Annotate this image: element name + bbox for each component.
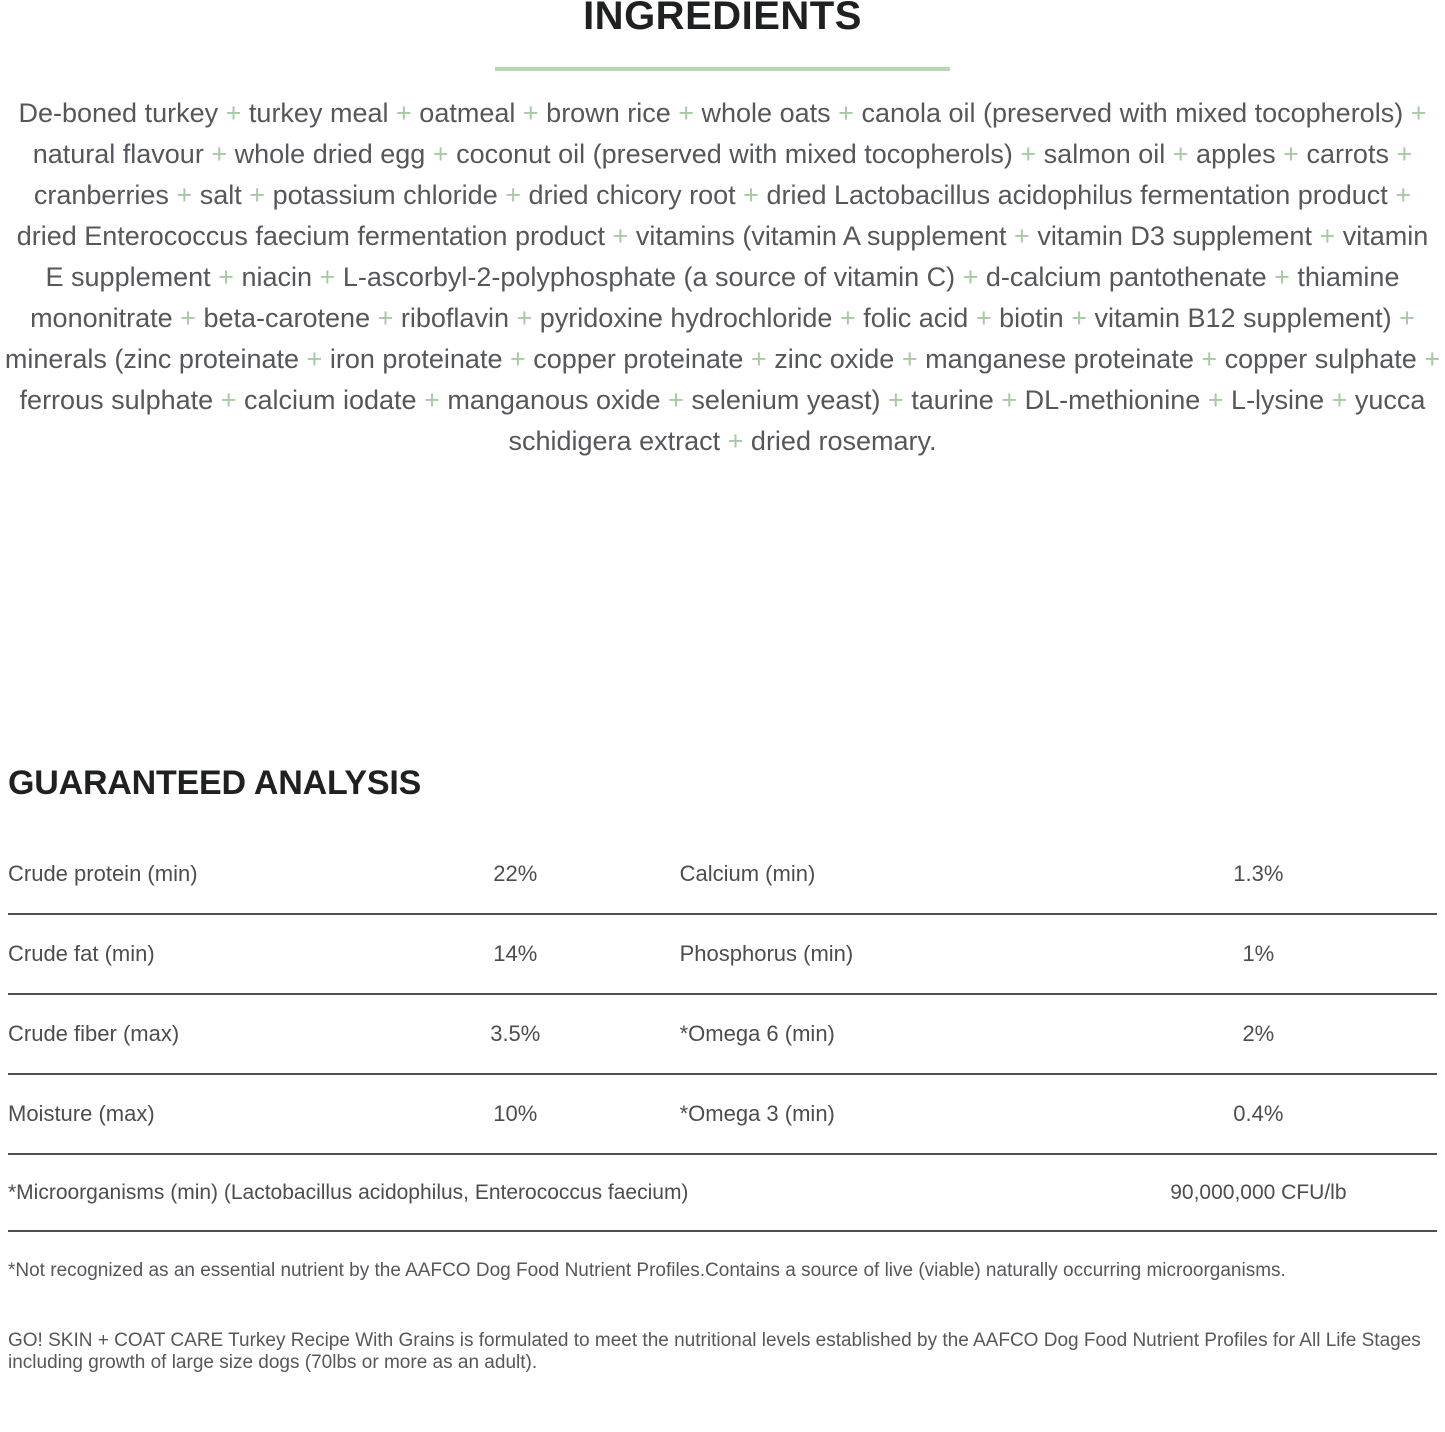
guaranteed-analysis-section: GUARANTEED ANALYSIS Crude protein (min) … — [0, 764, 1445, 1374]
plus-separator-icon: + — [1319, 221, 1336, 251]
plus-separator-icon: + — [1410, 98, 1427, 128]
plus-separator-icon: + — [522, 98, 539, 128]
table-row: Crude fiber (max) 3.5% *Omega 6 (min) 2% — [8, 995, 1437, 1075]
plus-separator-icon: + — [432, 139, 449, 169]
ingredients-section: INGREDIENTS De-boned turkey + turkey mea… — [0, 0, 1445, 462]
ingredients-text: De-boned turkey + turkey meal + oatmeal … — [4, 98, 1441, 456]
plus-separator-icon: + — [377, 303, 394, 333]
table-row: Crude protein (min) 22% Calcium (min) 1.… — [8, 835, 1437, 915]
plus-separator-icon: + — [1424, 344, 1441, 374]
plus-separator-icon: + — [424, 385, 440, 415]
plus-separator-icon: + — [211, 139, 228, 169]
ingredients-title: INGREDIENTS — [583, 0, 862, 38]
analysis-label: Moisture (max) — [8, 1101, 155, 1126]
plus-separator-icon: + — [1396, 139, 1413, 169]
plus-separator-icon: + — [180, 303, 196, 333]
plus-separator-icon: + — [396, 98, 412, 128]
plus-separator-icon: + — [839, 303, 856, 333]
plus-separator-icon: + — [1331, 385, 1348, 415]
analysis-label: Calcium (min) — [679, 861, 816, 886]
analysis-value: 0.4% — [1233, 1101, 1284, 1126]
analysis-label: Crude protein (min) — [8, 861, 198, 886]
analysis-label: *Omega 3 (min) — [679, 1101, 835, 1126]
analysis-table: Crude protein (min) 22% Calcium (min) 1.… — [8, 835, 1437, 1232]
analysis-value: 2% — [1242, 1021, 1275, 1046]
plus-separator-icon: + — [668, 385, 684, 415]
plus-separator-icon: + — [249, 180, 266, 210]
plus-separator-icon: + — [176, 180, 193, 210]
plus-separator-icon: + — [1014, 221, 1030, 251]
plus-separator-icon: + — [516, 303, 533, 333]
analysis-value: 1.3% — [1233, 861, 1284, 886]
plus-separator-icon: + — [1172, 139, 1189, 169]
analysis-label: Phosphorus (min) — [679, 941, 854, 966]
plus-separator-icon: + — [505, 180, 522, 210]
plus-separator-icon: + — [1071, 303, 1087, 333]
plus-separator-icon: + — [1283, 139, 1299, 169]
analysis-value: 22% — [493, 861, 538, 886]
guaranteed-analysis-title: GUARANTEED ANALYSIS — [8, 764, 422, 802]
footnote-aafco-nutrient: *Not recognized as an essential nutrient… — [8, 1260, 1286, 1281]
plus-separator-icon: + — [612, 221, 629, 251]
plus-separator-icon: + — [743, 180, 759, 210]
table-row: Moisture (max) 10% *Omega 3 (min) 0.4% — [8, 1075, 1437, 1155]
analysis-label: *Microorganisms (min) (Lactobacillus aci… — [8, 1180, 689, 1204]
plus-separator-icon: + — [509, 344, 526, 374]
plus-separator-icon: + — [1395, 180, 1412, 210]
plus-separator-icon: + — [678, 98, 695, 128]
plus-separator-icon: + — [1201, 344, 1218, 374]
plus-separator-icon: + — [220, 385, 237, 415]
table-row-microorganisms: *Microorganisms (min) (Lactobacillus aci… — [8, 1155, 1437, 1232]
analysis-label: Crude fat (min) — [8, 941, 155, 966]
table-row: Crude fat (min) 14% Phosphorus (min) 1% — [8, 915, 1437, 995]
plus-separator-icon: + — [1001, 385, 1018, 415]
plus-separator-icon: + — [319, 262, 336, 292]
plus-separator-icon: + — [962, 262, 979, 292]
plus-separator-icon: + — [750, 344, 767, 374]
plus-separator-icon: + — [218, 262, 234, 292]
plus-separator-icon: + — [887, 385, 904, 415]
analysis-value: 1% — [1242, 941, 1275, 966]
plus-separator-icon: + — [901, 344, 918, 374]
analysis-label: *Omega 6 (min) — [679, 1021, 835, 1046]
plus-separator-icon: + — [1274, 262, 1290, 292]
plus-separator-icon: + — [838, 98, 854, 128]
analysis-label: Crude fiber (max) — [8, 1021, 180, 1046]
footnote-formulation: GO! SKIN + COAT CARE Turkey Recipe With … — [8, 1330, 1421, 1373]
analysis-value: 10% — [493, 1101, 538, 1126]
analysis-value: 14% — [493, 941, 538, 966]
plus-separator-icon: + — [1207, 385, 1224, 415]
plus-separator-icon: + — [975, 303, 992, 333]
green-divider — [495, 67, 950, 71]
analysis-value: 90,000,000 CFU/lb — [1170, 1180, 1347, 1204]
plus-separator-icon: + — [1020, 139, 1037, 169]
plus-separator-icon: + — [727, 426, 744, 456]
plus-separator-icon: + — [306, 344, 323, 374]
analysis-value: 3.5% — [490, 1021, 541, 1046]
plus-separator-icon: + — [225, 98, 242, 128]
plus-separator-icon: + — [1399, 303, 1415, 333]
